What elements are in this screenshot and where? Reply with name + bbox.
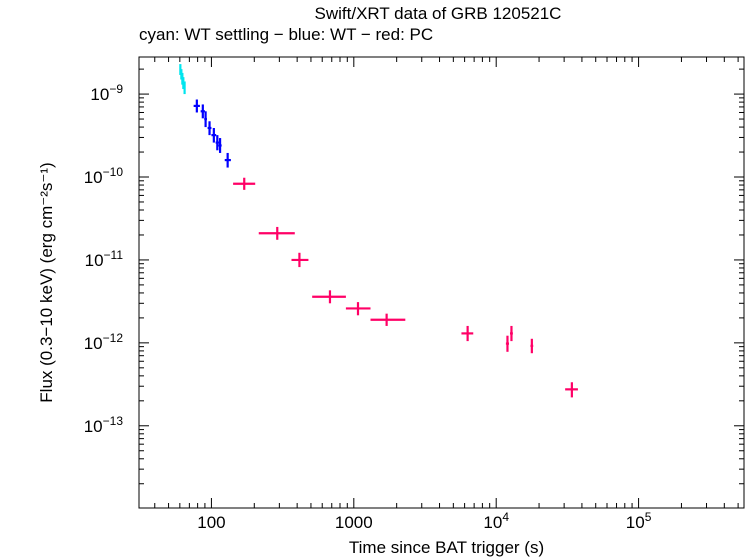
y-tick-label: 10−11 <box>85 248 124 270</box>
data-point <box>370 313 406 326</box>
data-point <box>345 302 371 316</box>
x-tick-label: 1000 <box>335 513 373 532</box>
y-tick-label: 10−9 <box>90 82 123 104</box>
axis-ticks <box>139 57 744 508</box>
chart-subtitle: cyan: WT settling − blue: WT − red: PC <box>139 25 434 44</box>
data-point <box>224 152 231 168</box>
series-1 <box>193 99 231 168</box>
data-points <box>179 64 578 398</box>
y-tick-label: 10−10 <box>84 165 124 187</box>
data-point <box>183 81 186 95</box>
chart-title: Swift/XRT data of GRB 120521C <box>314 4 562 23</box>
y-axis-label: Flux (0.3−10 keV) (erg cm⁻²s⁻¹) <box>37 162 56 402</box>
x-tick-label: 104 <box>483 510 509 532</box>
data-point <box>291 252 309 268</box>
x-tick-label: 100 <box>197 513 225 532</box>
data-point <box>565 382 578 398</box>
series-2 <box>233 177 578 398</box>
data-point <box>233 177 256 190</box>
plot-frame <box>138 56 745 509</box>
tick-labels: 100 1000 104 105 10−9 10−10 10−11 10−12 10−13 <box>84 82 652 532</box>
data-point <box>215 135 219 151</box>
data-point <box>505 335 509 352</box>
data-point <box>218 138 222 153</box>
data-point <box>509 325 513 342</box>
data-point <box>204 111 207 128</box>
y-tick-label: 10−13 <box>84 414 124 436</box>
data-point <box>193 99 200 113</box>
data-point <box>461 325 474 342</box>
x-tick-label: 105 <box>626 510 652 532</box>
data-point <box>207 121 212 136</box>
series-0 <box>179 64 186 95</box>
data-point <box>200 104 205 119</box>
data-point <box>530 338 534 354</box>
data-point <box>312 290 346 304</box>
x-axis-label: Time since BAT trigger (s) <box>349 538 544 557</box>
y-tick-label: 10−12 <box>84 331 124 353</box>
data-point <box>258 226 295 240</box>
data-point <box>211 127 217 143</box>
